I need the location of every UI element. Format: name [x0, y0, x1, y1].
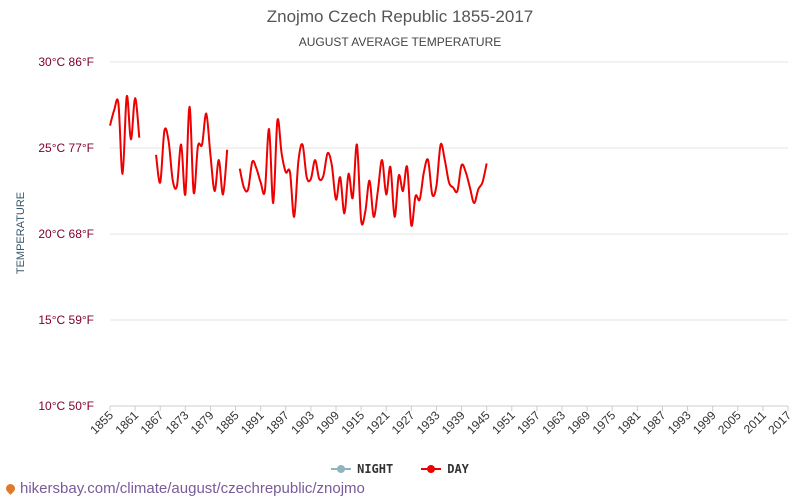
x-tick-label: 2011	[741, 408, 769, 436]
watermark-text: hikersbay.com/climate/august/czechrepubl…	[20, 480, 365, 497]
legend-item-night[interactable]: NIGHT	[331, 462, 393, 476]
x-tick-label: 2017	[765, 408, 794, 437]
y-tick-label: 15°C 59°F	[38, 313, 94, 327]
x-tick-label: 1963	[539, 408, 568, 437]
x-tick-label: 1927	[389, 408, 418, 437]
x-tick-label: 1861	[112, 408, 141, 437]
x-tick-labels: 1855186118671873187918851891189719031909…	[87, 408, 794, 437]
x-tick-label: 1933	[414, 408, 443, 437]
series-day	[109, 95, 488, 227]
x-tick-label: 1873	[163, 408, 192, 437]
legend-item-day[interactable]: DAY	[421, 462, 469, 476]
y-tick-label: 10°C 50°F	[38, 399, 94, 413]
y-tick-label: 30°C 86°F	[38, 55, 94, 69]
x-tick-label: 1951	[489, 408, 518, 437]
series-line-day	[238, 118, 488, 227]
x-tick-label: 1969	[564, 408, 593, 437]
x-tick-label: 1915	[338, 408, 367, 437]
x-tick-label: 1945	[464, 408, 493, 437]
x-tick-label: 1957	[514, 408, 543, 437]
x-tick-label: 1999	[690, 408, 719, 437]
watermark-link[interactable]: hikersbay.com/climate/august/czechrepubl…	[4, 480, 365, 497]
grid-lines	[109, 61, 789, 411]
x-tick-label: 1975	[590, 408, 619, 437]
x-tick-label: 1921	[364, 408, 393, 437]
location-pin-icon	[4, 482, 17, 495]
x-tick-label: 1867	[138, 408, 167, 437]
series-line-day	[109, 95, 141, 175]
y-tick-label: 25°C 77°F	[38, 141, 94, 155]
x-tick-label: 2005	[715, 408, 744, 437]
legend-label-day: DAY	[447, 462, 469, 476]
x-tick-label: 1885	[213, 408, 242, 437]
y-tick-label: 20°C 68°F	[38, 227, 94, 241]
x-tick-label: 1939	[439, 408, 468, 437]
chart-subtitle: AUGUST AVERAGE TEMPERATURE	[298, 35, 502, 49]
x-tick-label: 1981	[615, 408, 644, 437]
night-line-swatch-icon	[331, 464, 352, 474]
chart-title: Znojmo Czech Republic 1855-2017	[266, 7, 534, 26]
day-line-swatch-icon	[421, 464, 442, 474]
y-tick-labels: 10°C 50°F 15°C 59°F 20°C 68°F 25°C 77°F 30°C…	[38, 55, 94, 413]
x-tick-label: 1897	[263, 408, 292, 437]
legend-label-night: NIGHT	[357, 462, 394, 476]
x-tick-label: 1903	[288, 408, 317, 437]
x-tick-label: 1987	[640, 408, 669, 437]
x-tick-label: 1909	[313, 408, 342, 437]
series-line-day	[155, 105, 229, 196]
legend: NIGHT DAY	[0, 462, 800, 476]
x-tick-label: 1891	[238, 408, 267, 437]
x-tick-label: 1993	[665, 408, 694, 437]
x-tick-label: 1879	[188, 408, 217, 437]
